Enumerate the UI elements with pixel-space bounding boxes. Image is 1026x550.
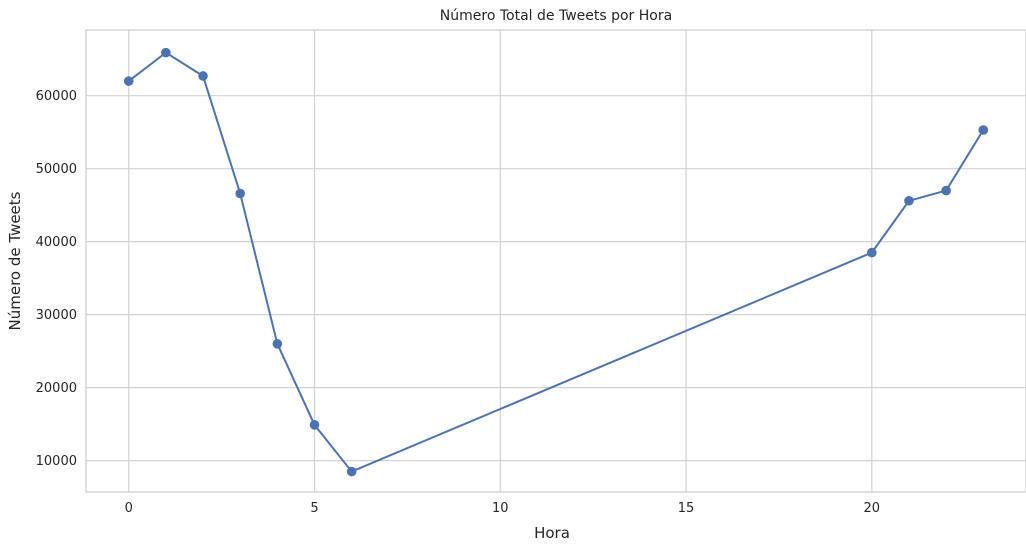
x-tick-label: 5 <box>310 501 318 516</box>
y-tick-label: 60000 <box>36 89 77 104</box>
x-tick-label: 15 <box>678 501 695 516</box>
x-tick-label: 20 <box>864 501 881 516</box>
data-point <box>161 47 171 58</box>
x-tick-label: 10 <box>492 501 509 516</box>
data-point <box>309 420 320 430</box>
chart-title: Número Total de Tweets por Hora <box>440 8 672 24</box>
data-point <box>272 339 283 349</box>
series-group <box>123 47 989 477</box>
data-point <box>123 76 134 86</box>
data-point <box>346 466 357 477</box>
y-tick-label: 40000 <box>36 235 77 250</box>
y-tick-label: 50000 <box>36 162 77 177</box>
y-axis: 10000 20000 30000 40000 50000 60000 <box>36 89 77 469</box>
data-point <box>978 125 989 135</box>
data-point <box>235 188 245 199</box>
plot-frame <box>85 29 1026 493</box>
data-point <box>867 247 877 258</box>
data-point <box>198 71 208 81</box>
x-axis-label: Hora <box>534 524 570 542</box>
data-point <box>904 195 914 206</box>
y-tick-label: 20000 <box>36 381 77 396</box>
grid-lines <box>86 30 1026 492</box>
x-axis: 0 5 10 15 20 <box>125 501 880 516</box>
series-line <box>128 51 985 473</box>
data-point <box>941 185 951 196</box>
x-tick-label: 0 <box>125 501 133 516</box>
y-tick-label: 30000 <box>36 308 77 323</box>
y-tick-label: 10000 <box>36 454 77 469</box>
y-axis-label: Número de Tweets <box>6 191 24 330</box>
